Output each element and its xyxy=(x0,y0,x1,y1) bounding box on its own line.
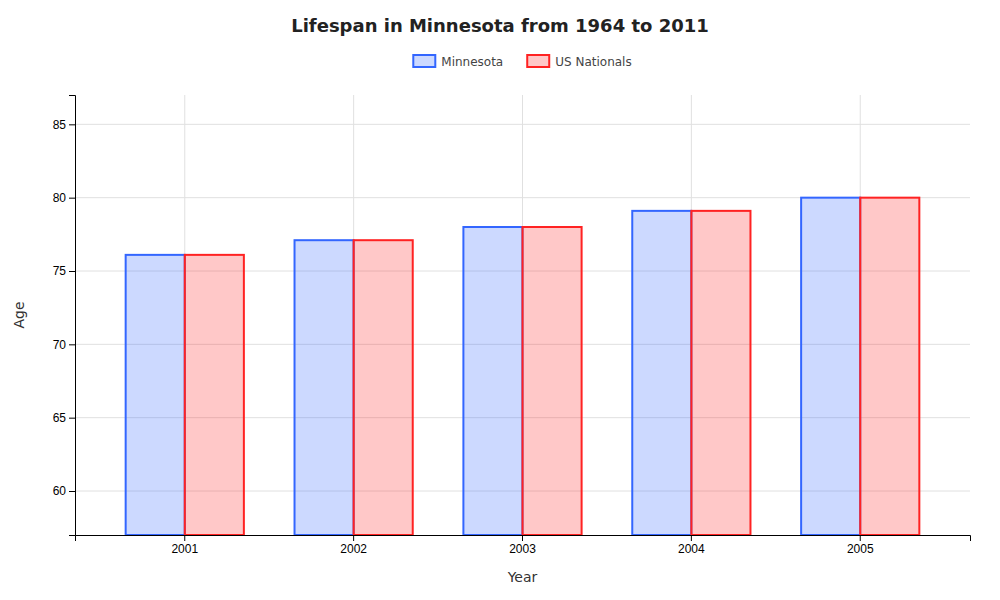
legend-item: US Nationals xyxy=(527,55,631,69)
y-tick-label: 85 xyxy=(53,118,67,132)
x-axis-line xyxy=(76,536,971,542)
y-axis: 60 65 70 75 80 85 xyxy=(53,96,76,536)
x-tick: 2004 xyxy=(678,535,705,556)
y-tick-mark xyxy=(69,198,75,199)
x-tick: 2003 xyxy=(509,535,536,556)
bar xyxy=(691,211,750,535)
bar xyxy=(295,240,354,535)
x-tick: 2001 xyxy=(171,535,198,556)
legend-label: US Nationals xyxy=(555,55,631,69)
x-axis-title: Year xyxy=(507,569,538,585)
x-tick: 2005 xyxy=(847,535,874,556)
series xyxy=(185,198,920,535)
y-tick: 80 xyxy=(53,191,75,205)
bar xyxy=(126,255,185,535)
y-tick-label: 60 xyxy=(53,484,67,498)
x-tick-label: 2003 xyxy=(509,542,536,556)
legend: Minnesota US Nationals xyxy=(413,55,631,69)
y-tick-label: 75 xyxy=(53,264,67,278)
x-tick-mark xyxy=(691,535,692,541)
y-tick-mark xyxy=(69,124,75,125)
plot: 2001 2002 2003 2004 2005 60 65 70 75 80 85 xyxy=(53,95,971,556)
x-tick-label: 2002 xyxy=(340,542,367,556)
y-tick-mark xyxy=(69,491,75,492)
bar xyxy=(354,240,413,535)
y-tick-label: 65 xyxy=(53,411,67,425)
legend-label: Minnesota xyxy=(441,55,503,69)
y-tick: 60 xyxy=(53,484,75,498)
y-tick: 75 xyxy=(53,264,75,278)
y-tick-mark xyxy=(69,344,75,345)
bar xyxy=(185,255,244,535)
bar xyxy=(632,211,691,535)
series xyxy=(126,198,861,535)
x-tick-mark xyxy=(353,535,354,541)
x-tick-label: 2001 xyxy=(171,542,198,556)
bar xyxy=(860,198,919,535)
y-axis-line xyxy=(69,96,76,536)
x-tick-mark xyxy=(522,535,523,541)
y-tick-label: 80 xyxy=(53,191,67,205)
y-tick-mark xyxy=(69,271,75,272)
y-axis-title: Age xyxy=(11,301,27,328)
chart: 2001 2002 2003 2004 2005 60 65 70 75 80 85 Year Age L… xyxy=(0,0,1000,600)
y-tick: 65 xyxy=(53,411,75,425)
x-tick: 2002 xyxy=(340,535,367,556)
legend-swatch xyxy=(413,55,435,67)
legend-swatch xyxy=(527,55,549,67)
y-tick-mark xyxy=(69,418,75,419)
x-tick-label: 2005 xyxy=(847,542,874,556)
x-tick-mark xyxy=(184,535,185,541)
bar xyxy=(463,227,522,535)
bar xyxy=(801,198,860,535)
x-axis: 2001 2002 2003 2004 2005 xyxy=(76,535,971,556)
bar xyxy=(523,227,582,535)
grid xyxy=(75,95,970,535)
x-tick-label: 2004 xyxy=(678,542,705,556)
legend-item: Minnesota xyxy=(413,55,503,69)
y-tick: 70 xyxy=(53,338,75,352)
y-tick: 85 xyxy=(53,118,75,132)
bars xyxy=(126,198,920,535)
y-tick-label: 70 xyxy=(53,338,67,352)
title: Lifespan in Minnesota from 1964 to 2011 xyxy=(291,15,709,36)
x-tick-mark xyxy=(860,535,861,541)
